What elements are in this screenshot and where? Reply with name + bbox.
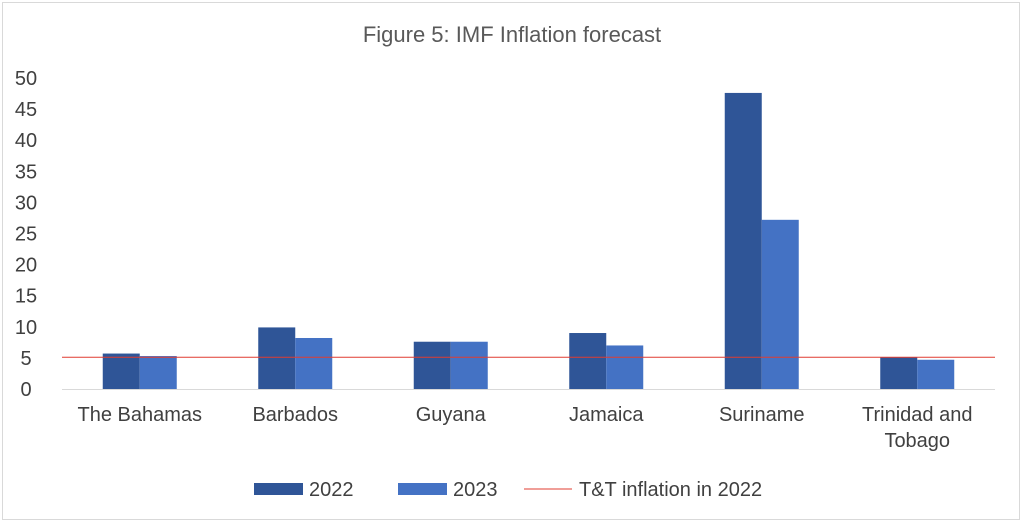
x-tick-label: The Bahamas [77,404,202,426]
y-tick-label: 20 [15,255,37,277]
bar-2023 [295,337,333,389]
chart-title: Figure 5: IMF Inflation forecast [363,22,661,47]
y-tick-label: 0 [20,379,31,401]
y-tick-label: 10 [15,317,37,339]
x-tick-label: Suriname [719,404,805,426]
bar-2023 [606,345,644,389]
bar-2023 [139,356,177,389]
y-tick-label: 50 [15,68,37,90]
bar-2022 [880,357,918,389]
y-tick-label: 5 [20,348,31,370]
y-tick-label: 15 [15,286,37,308]
legend-label: 2023 [453,479,498,501]
y-tick-label: 45 [15,99,37,121]
bar-2022 [413,341,451,389]
legend: 2022 2023 T&T inflation in 2022 [254,479,762,501]
bar-2022 [102,353,140,389]
bar-2022 [724,92,762,389]
legend-label: 2022 [309,479,354,501]
y-tick-label: 35 [15,161,37,183]
bar-2023 [761,219,799,389]
bar-2023 [450,341,488,389]
legend-swatch-2022 [254,483,303,495]
bar-2022 [569,333,607,389]
x-axis: The Bahamas Barbados Guyana Jamaica Suriname… [62,389,995,452]
y-axis-ticks: 0 5 10 15 20 25 30 35 40 45 50 [15,68,37,401]
y-tick-label: 25 [15,224,37,246]
bars [102,92,955,389]
legend-swatch-2023 [398,483,447,495]
y-tick-label: 30 [15,192,37,214]
x-tick-label: Barbados [252,404,338,426]
x-tick-label: Jamaica [569,404,644,426]
bar-2022 [258,327,296,389]
bar-2023 [917,359,955,389]
x-tick-label: Guyana [416,404,487,426]
x-tick-label: Trinidad and Tobago [862,404,972,452]
y-tick-label: 40 [15,130,37,152]
legend-label: T&T inflation in 2022 [579,479,762,501]
